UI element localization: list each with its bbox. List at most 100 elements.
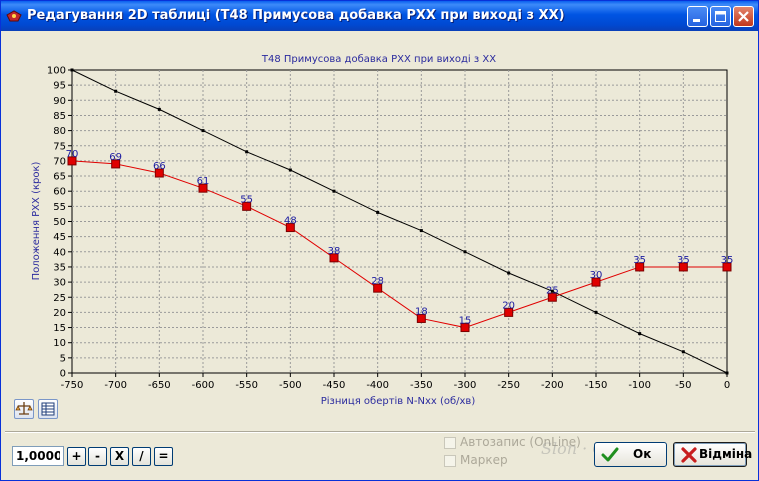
y-tick-label: 65: [53, 172, 66, 183]
title-bar[interactable]: Редагування 2D таблиці (T48 Примусова до…: [1, 1, 758, 31]
table-point[interactable]: [722, 262, 732, 272]
table-point[interactable]: [67, 156, 77, 166]
point-value-label: 70: [66, 149, 79, 160]
reference-point: [594, 310, 598, 314]
y-tick-label: 10: [53, 338, 66, 349]
y-tick-label: 5: [60, 353, 66, 364]
y-tick-label: 45: [53, 232, 66, 243]
table-point[interactable]: [154, 168, 164, 178]
window-title: Редагування 2D таблиці (T48 Примусова до…: [27, 8, 565, 23]
minimize-button[interactable]: [687, 6, 708, 27]
x-tick-label: -750: [61, 380, 84, 391]
multiply-button[interactable]: X: [110, 447, 129, 466]
y-tick-label: 25: [53, 293, 66, 304]
separator: [5, 431, 755, 433]
scale-button[interactable]: [14, 399, 34, 419]
maximize-button[interactable]: [710, 6, 731, 27]
reference-point: [725, 371, 729, 375]
check-icon: [601, 447, 619, 462]
cancel-label: Відміна: [699, 447, 753, 461]
add-button[interactable]: +: [67, 447, 86, 466]
reference-point: [550, 289, 554, 293]
app-icon: [6, 10, 22, 22]
point-value-label: 55: [240, 194, 253, 205]
y-tick-label: 30: [53, 278, 66, 289]
table-button[interactable]: [38, 399, 58, 419]
close-button[interactable]: [733, 6, 754, 27]
table-point[interactable]: [111, 159, 121, 169]
point-value-label: 35: [721, 255, 734, 266]
marker-label: Маркер: [460, 453, 508, 467]
cancel-icon: [681, 447, 697, 463]
y-tick-label: 70: [53, 156, 66, 167]
table-point[interactable]: [285, 223, 295, 233]
y-tick-label: 50: [53, 217, 66, 228]
table-point[interactable]: [242, 201, 252, 211]
x-tick-label: -600: [192, 380, 215, 391]
subtract-button[interactable]: -: [88, 447, 107, 466]
point-value-label: 25: [546, 285, 559, 296]
point-value-label: 35: [633, 255, 646, 266]
table-point[interactable]: [329, 253, 339, 263]
y-tick-label: 85: [53, 111, 66, 122]
x-tick-label: -450: [323, 380, 346, 391]
reference-point: [638, 332, 642, 336]
ok-label: Ок: [633, 447, 652, 461]
table-point[interactable]: [635, 262, 645, 272]
point-value-label: 69: [109, 152, 122, 163]
reference-point: [376, 210, 380, 214]
y-tick-label: 60: [53, 187, 66, 198]
y-tick-label: 95: [53, 81, 66, 92]
reference-point: [681, 350, 685, 354]
table-point[interactable]: [678, 262, 688, 272]
point-value-label: 15: [459, 316, 472, 327]
divide-button[interactable]: /: [132, 447, 151, 466]
table-point[interactable]: [416, 313, 426, 323]
point-value-label: 30: [590, 270, 603, 281]
point-value-label: 20: [502, 300, 515, 311]
ok-button[interactable]: Ок: [594, 442, 667, 467]
y-tick-label: 90: [53, 96, 66, 107]
point-value-label: 38: [328, 246, 341, 257]
table-icon: [41, 402, 55, 416]
table-point[interactable]: [547, 292, 557, 302]
assign-button[interactable]: =: [154, 447, 173, 466]
y-tick-label: 75: [53, 141, 66, 152]
x-tick-label: -150: [585, 380, 608, 391]
x-tick-label: -100: [628, 380, 651, 391]
y-tick-label: 35: [53, 262, 66, 273]
x-tick-label: -250: [497, 380, 520, 391]
x-tick-label: -200: [541, 380, 564, 391]
table-point[interactable]: [373, 283, 383, 293]
reference-series-line: [71, 69, 728, 374]
table-point[interactable]: [504, 307, 514, 317]
scale-icon: [15, 402, 33, 415]
marker-checkbox[interactable]: [444, 455, 456, 467]
grid: [72, 70, 727, 373]
maximize-icon: [715, 11, 726, 22]
y-tick-label: 80: [53, 126, 66, 137]
point-value-label: 28: [371, 276, 384, 287]
point-value-label: 18: [415, 306, 428, 317]
x-tick-label: -350: [410, 380, 433, 391]
step-value-input[interactable]: [12, 446, 64, 466]
reference-point: [463, 250, 467, 254]
x-tick-label: -300: [454, 380, 477, 391]
table-point[interactable]: [460, 323, 470, 333]
y-tick-label: 15: [53, 323, 66, 334]
chart-title: T48 Примусова добавка РХХ при виході з Х…: [261, 53, 496, 65]
autosave-label: Автозапис (OnLine): [460, 435, 581, 449]
table-point[interactable]: [591, 277, 601, 287]
autosave-checkbox[interactable]: [444, 437, 456, 449]
reference-point: [245, 150, 249, 154]
point-value-label: 48: [284, 216, 297, 227]
chart[interactable]: T48 Примусова добавка РХХ при виході з Х…: [5, 33, 755, 418]
table-point[interactable]: [198, 183, 208, 193]
cancel-button[interactable]: Відміна: [673, 442, 752, 467]
x-tick-label: -500: [279, 380, 302, 391]
chart-panel[interactable]: T48 Примусова добавка РХХ при виході з Х…: [5, 33, 755, 418]
reference-point: [507, 271, 511, 275]
reference-point: [157, 107, 161, 111]
minimize-icon: [693, 19, 700, 22]
